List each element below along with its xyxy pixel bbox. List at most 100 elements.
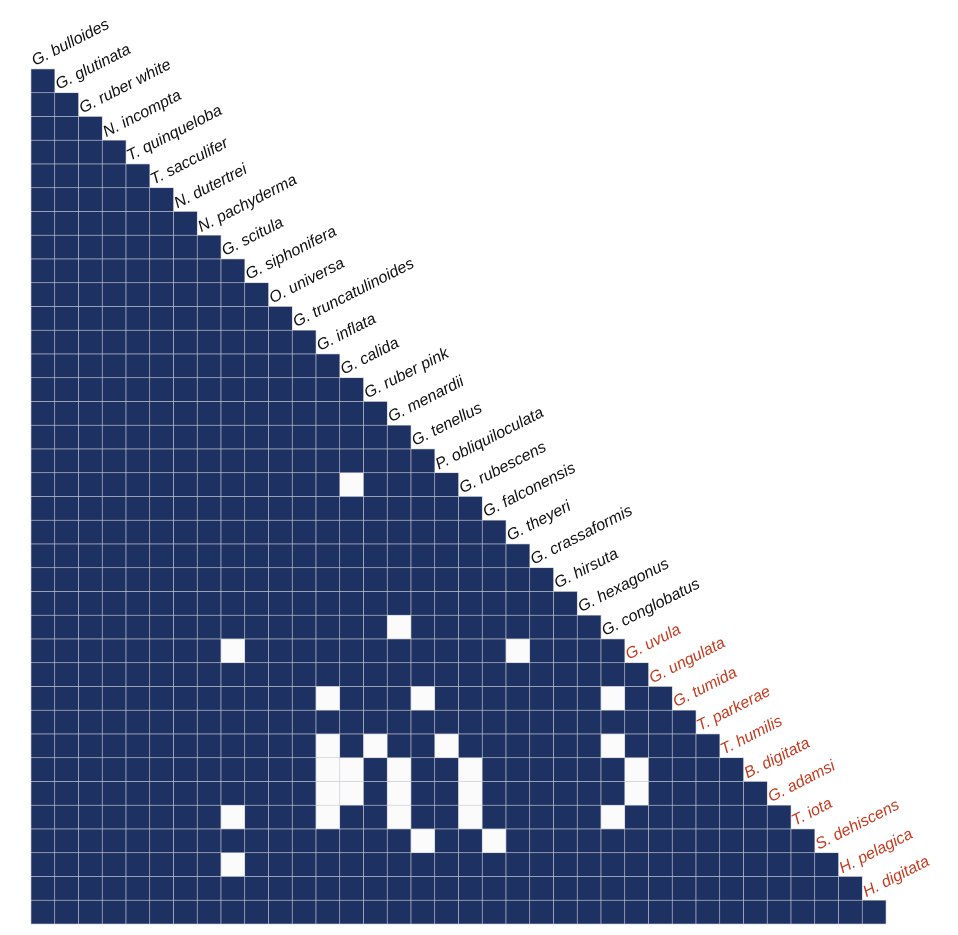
matrix-cell-21-3 — [78, 543, 103, 569]
matrix-cell-27-4 — [101, 686, 127, 711]
matrix-cell-34-19 — [458, 852, 483, 877]
matrix-cell-28-9 — [220, 709, 246, 735]
matrix-cell-26-17 — [410, 662, 436, 687]
matrix-cell-22-9 — [220, 567, 246, 592]
matrix-cell-32-2 — [54, 804, 79, 830]
matrix-cell-9-5 — [125, 258, 151, 284]
matrix-cell-33-23 — [553, 828, 578, 854]
matrix-cell-22-22 — [529, 567, 554, 592]
matrix-cell-2-1 — [30, 92, 56, 117]
matrix-cell-36-31 — [743, 899, 768, 925]
matrix-cell-2-2 — [54, 92, 79, 117]
matrix-cell-31-6 — [149, 781, 174, 806]
matrix-cell-30-21 — [505, 757, 531, 782]
matrix-cell-22-19 — [458, 567, 483, 592]
matrix-cell-29-16 — [386, 733, 412, 759]
matrix-cell-20-18 — [434, 519, 459, 545]
matrix-cell-33-10 — [244, 828, 269, 854]
matrix-cell-33-4 — [101, 828, 127, 854]
matrix-cell-30-3 — [78, 757, 103, 782]
matrix-cell-27-1 — [30, 686, 56, 711]
matrix-cell-25-11 — [268, 638, 293, 664]
matrix-cell-25-18 — [434, 638, 459, 664]
matrix-cell-26-9 — [220, 662, 246, 687]
matrix-cell-23-2 — [54, 591, 79, 616]
matrix-cell-7-4 — [101, 211, 127, 236]
matrix-cell-25-3 — [78, 638, 103, 664]
matrix-cell-22-17 — [410, 567, 436, 592]
matrix-cell-22-1 — [30, 567, 56, 592]
matrix-cell-24-7 — [173, 614, 198, 640]
matrix-cell-11-7 — [173, 306, 198, 331]
matrix-cell-16-7 — [173, 424, 198, 450]
matrix-cell-23-4 — [101, 591, 127, 616]
matrix-cell-16-4 — [101, 424, 127, 450]
matrix-cell-23-20 — [481, 591, 507, 616]
matrix-cell-27-13 — [315, 686, 341, 711]
matrix-cell-17-4 — [101, 448, 127, 474]
matrix-cell-24-4 — [101, 614, 127, 640]
matrix-cell-33-29 — [695, 828, 721, 854]
matrix-cell-32-27 — [648, 804, 673, 830]
matrix-cell-31-24 — [576, 781, 602, 806]
matrix-cell-33-18 — [434, 828, 459, 854]
matrix-cell-34-5 — [125, 852, 151, 877]
matrix-cell-22-6 — [149, 567, 174, 592]
matrix-cell-31-4 — [101, 781, 127, 806]
matrix-cell-30-10 — [244, 757, 269, 782]
matrix-cell-23-12 — [291, 591, 317, 616]
matrix-cell-13-5 — [125, 353, 151, 379]
matrix-cell-35-17 — [410, 876, 436, 901]
matrix-cell-36-23 — [553, 899, 578, 925]
matrix-cell-14-7 — [173, 377, 198, 402]
matrix-cell-19-15 — [363, 496, 388, 521]
matrix-cell-33-2 — [54, 828, 79, 854]
matrix-cell-29-14 — [339, 733, 364, 759]
matrix-cell-29-27 — [648, 733, 673, 759]
matrix-cell-32-17 — [410, 804, 436, 830]
matrix-cell-28-22 — [529, 709, 554, 735]
matrix-cell-33-1 — [30, 828, 56, 854]
matrix-cell-27-9 — [220, 686, 246, 711]
matrix-cell-15-10 — [244, 401, 269, 426]
matrix-cell-33-12 — [291, 828, 317, 854]
matrix-cell-10-5 — [125, 282, 151, 307]
matrix-cell-24-15 — [363, 614, 388, 640]
matrix-cell-31-12 — [291, 781, 317, 806]
matrix-cell-3-1 — [30, 116, 56, 141]
matrix-cell-34-9 — [220, 852, 246, 877]
matrix-cell-31-22 — [529, 781, 554, 806]
matrix-cell-29-2 — [54, 733, 79, 759]
matrix-cell-28-14 — [339, 709, 364, 735]
matrix-cell-10-10 — [244, 282, 269, 307]
matrix-cell-13-3 — [78, 353, 103, 379]
matrix-cell-33-19 — [458, 828, 483, 854]
matrix-cell-29-19 — [458, 733, 483, 759]
matrix-cell-9-7 — [173, 258, 198, 284]
matrix-cell-12-3 — [78, 329, 103, 355]
matrix-cell-28-13 — [315, 709, 341, 735]
matrix-cell-33-9 — [220, 828, 246, 854]
matrix-cell-27-25 — [600, 686, 626, 711]
matrix-cell-22-7 — [173, 567, 198, 592]
matrix-cell-30-8 — [196, 757, 222, 782]
matrix-cell-31-11 — [268, 781, 293, 806]
matrix-cell-32-32 — [766, 804, 792, 830]
matrix-cell-12-12 — [291, 329, 317, 355]
matrix-cell-22-8 — [196, 567, 222, 592]
matrix-cell-32-12 — [291, 804, 317, 830]
matrix-cell-21-14 — [339, 543, 364, 569]
matrix-cell-16-16 — [386, 424, 412, 450]
matrix-cell-31-27 — [648, 781, 673, 806]
matrix-cell-35-9 — [220, 876, 246, 901]
matrix-cell-31-5 — [125, 781, 151, 806]
matrix-cell-12-7 — [173, 329, 198, 355]
matrix-cell-16-9 — [220, 424, 246, 450]
matrix-cell-20-2 — [54, 519, 79, 545]
matrix-cell-25-24 — [576, 638, 602, 664]
matrix-cell-22-2 — [54, 567, 79, 592]
matrix-cell-28-20 — [481, 709, 507, 735]
matrix-cell-14-12 — [291, 377, 317, 402]
matrix-cell-27-2 — [54, 686, 79, 711]
matrix-cell-26-2 — [54, 662, 79, 687]
